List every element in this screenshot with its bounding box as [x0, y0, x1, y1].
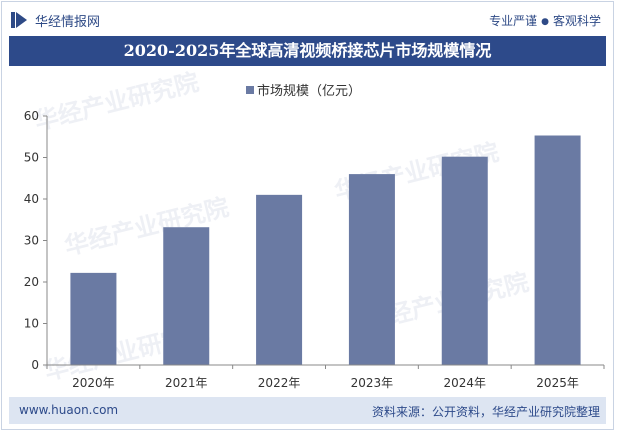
- x-axis: 2020年 2021年 2022年 2023年 2024年 2025年: [46, 364, 605, 390]
- y-tick-label: 50: [24, 151, 39, 165]
- legend-swatch: [246, 86, 254, 94]
- site-url[interactable]: www.huaon.com: [19, 403, 119, 417]
- brand-name: 华经情报网: [35, 15, 101, 30]
- tagline-right: 客观科学: [552, 14, 601, 28]
- legend-label: 市场规模（亿元）: [257, 83, 361, 99]
- x-tick-label: 2020年: [72, 376, 115, 390]
- x-tick-label: 2021年: [165, 376, 208, 390]
- huajing-logo-icon: [11, 12, 27, 28]
- bars: [70, 135, 581, 365]
- chart-area: 市场规模（亿元） 0 10 20 30 40 50 60 2020年 2021年 2022年 20…: [2, 66, 615, 396]
- x-tick-label: 2022年: [258, 376, 301, 390]
- source-note: 资料来源：公开资料，华经产业研究院整理: [371, 405, 600, 419]
- chart-title: 2020-2025年全球高清视频桥接芯片市场规模情况: [9, 36, 606, 66]
- top-bar: 华经情报网 专业严谨 ● 客观科学: [2, 2, 613, 36]
- bar: [534, 135, 581, 365]
- tagline-left: 专业严谨: [489, 14, 538, 28]
- bullet-dot-icon: ●: [541, 17, 549, 27]
- bar: [348, 174, 395, 365]
- y-tick-label: 60: [24, 109, 39, 123]
- bar: [70, 272, 117, 365]
- x-tick-label: 2023年: [351, 376, 394, 390]
- y-tick-label: 40: [24, 192, 39, 206]
- x-tick-label: 2024年: [443, 376, 486, 390]
- tagline: 专业严谨 ● 客观科学: [489, 12, 601, 29]
- footer-bar: www.huaon.com 资料来源：公开资料，华经产业研究院整理: [9, 397, 606, 424]
- legend: 市场规模（亿元）: [246, 83, 361, 99]
- bar: [256, 194, 303, 365]
- y-tick-label: 10: [24, 317, 39, 331]
- x-tick-label: 2025年: [536, 376, 579, 390]
- y-tick-label: 30: [24, 234, 39, 248]
- bar: [163, 227, 210, 365]
- y-tick-label: 20: [24, 275, 39, 289]
- y-axis: 0 10 20 30 40 50 60: [24, 109, 48, 372]
- bar: [441, 156, 488, 365]
- y-tick-label: 0: [31, 358, 39, 372]
